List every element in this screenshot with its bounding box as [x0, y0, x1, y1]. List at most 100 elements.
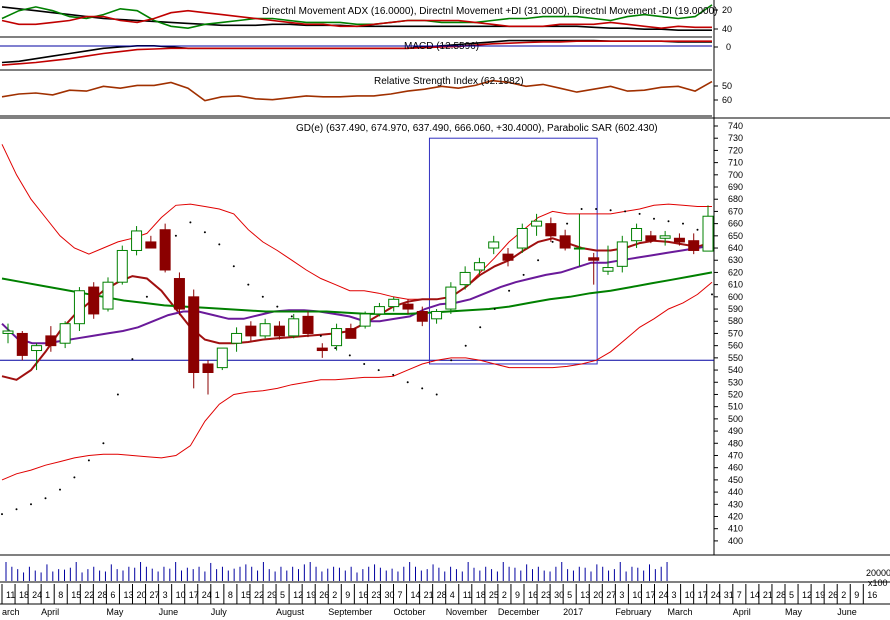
candle: [473, 257, 485, 275]
x-day-label: 27: [150, 590, 160, 600]
pane-title: Relative Strength Index (62.1982): [374, 76, 524, 87]
sar-dot: [508, 289, 511, 292]
candle: [416, 306, 428, 327]
sar-dot: [145, 295, 148, 298]
x-day-label: 14: [750, 590, 760, 600]
x-day-label: 27: [606, 590, 616, 600]
x-day-label: 4: [450, 590, 455, 600]
x-day-label: 10: [176, 590, 186, 600]
x-day-label: 5: [567, 590, 572, 600]
sar-dot: [682, 222, 684, 225]
candle-body: [488, 241, 500, 249]
sar-dot: [59, 488, 61, 491]
candle: [116, 245, 128, 285]
x-day-label: 24: [659, 590, 669, 600]
y-tick-label: 710: [728, 158, 743, 168]
x-month-label: April: [41, 607, 59, 617]
candle-body: [431, 310, 443, 320]
candle-body: [173, 278, 185, 310]
y-tick-label: 500: [728, 414, 743, 424]
candle: [631, 223, 643, 249]
y-tick-label: 470: [728, 450, 743, 460]
candle-body: [545, 223, 557, 237]
y-tick-label: 550: [728, 353, 743, 363]
candle-body: [131, 230, 143, 251]
x-day-label: 26: [319, 590, 329, 600]
candle-body: [673, 237, 685, 243]
sar-dot: [667, 220, 670, 223]
x-day-label: 20: [137, 590, 147, 600]
candle: [73, 287, 85, 332]
candle-body: [259, 323, 271, 337]
sar-dot: [73, 476, 76, 479]
candle-body: [402, 303, 414, 310]
candle-body: [345, 328, 357, 339]
indicator-pane-0: Directnl Movement ADX (16.0000), Directn…: [1, 4, 732, 34]
x-month-label: 2017: [563, 607, 583, 617]
candle: [559, 229, 571, 251]
x-day-label: 11: [6, 590, 15, 600]
sar-dot: [696, 228, 699, 231]
x-day-label: 15: [241, 590, 251, 600]
candle-body: [573, 247, 585, 250]
x-day-label: 14: [411, 590, 421, 600]
x-day-label: 12: [802, 590, 812, 600]
y-tick-label: 20: [722, 5, 732, 15]
candle: [2, 323, 14, 344]
candle: [231, 327, 243, 352]
candle: [431, 309, 443, 324]
sar-dot: [276, 305, 279, 308]
candle-body: [331, 328, 343, 347]
x-day-label: 28: [437, 590, 447, 600]
candle: [216, 347, 228, 371]
series-line-bollinger-lower: [1, 281, 713, 481]
x-day-label: 16: [528, 590, 538, 600]
candle-body: [216, 347, 228, 369]
series-line-signal: [1, 40, 712, 66]
candle: [202, 360, 214, 395]
candle: [388, 296, 400, 312]
x-day-label: 2: [332, 590, 337, 600]
x-day-label: 8: [228, 590, 233, 600]
candle-body: [45, 335, 57, 347]
x-day-label: 10: [685, 590, 695, 600]
candle: [245, 321, 257, 341]
x-day-label: 9: [854, 590, 859, 600]
candle: [488, 235, 500, 255]
candle-body: [316, 347, 328, 352]
sar-dot: [392, 373, 395, 376]
x-day-label: 23: [541, 590, 551, 600]
candle: [131, 226, 143, 256]
sar-dot: [247, 283, 250, 286]
sar-dot: [711, 293, 713, 296]
y-tick-label: 560: [728, 341, 743, 351]
candle-body: [616, 241, 628, 267]
sar-dot: [290, 315, 293, 318]
candle-body: [631, 228, 643, 242]
x-day-label: 25: [489, 590, 499, 600]
x-day-label: 26: [828, 590, 838, 600]
series-line--di: [1, 9, 712, 30]
x-day-label: 17: [698, 590, 708, 600]
candle-body: [31, 345, 43, 352]
x-month-label: February: [615, 607, 652, 617]
candle-body: [59, 323, 71, 344]
candle: [188, 289, 200, 389]
y-tick-label: 450: [728, 475, 743, 485]
x-day-label: 30: [554, 590, 564, 600]
x-day-label: 22: [84, 590, 94, 600]
candle-body: [202, 363, 214, 373]
sar-dot: [609, 209, 612, 212]
x-month-label: November: [446, 607, 488, 617]
y-tick-label: 600: [728, 292, 743, 302]
y-tick-label: 50: [722, 81, 732, 91]
volume-scale-label: 20000: [866, 568, 890, 578]
y-tick-label: 700: [728, 170, 743, 180]
sar-dot: [261, 295, 264, 298]
sar-dot: [348, 354, 351, 357]
x-day-label: 18: [476, 590, 486, 600]
sar-dot: [421, 387, 424, 390]
y-tick-label: 640: [728, 243, 743, 253]
sar-dot: [653, 217, 655, 220]
sar-dot: [189, 221, 192, 224]
